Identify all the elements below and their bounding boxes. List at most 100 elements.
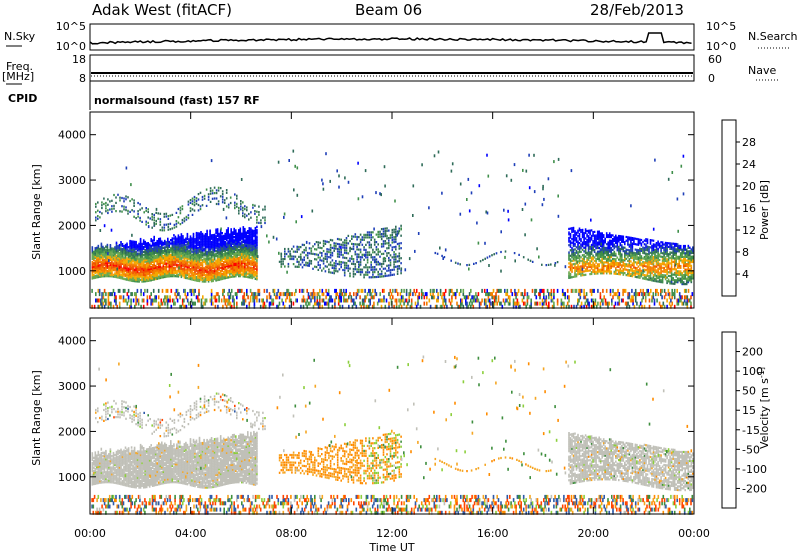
- heatmap-cell: [690, 255, 693, 258]
- heatmap-cell: [183, 276, 186, 279]
- heatmap-cell: [173, 260, 175, 263]
- heatmap-cell: [115, 261, 118, 264]
- heatmap-cell: [389, 234, 392, 237]
- heatmap-cell: [366, 273, 369, 276]
- heatmap-cell: [161, 256, 163, 260]
- heatmap-cell: [247, 230, 249, 233]
- heatmap-cell: [577, 235, 579, 238]
- heatmap-cell: [391, 256, 394, 259]
- heatmap-cell: [112, 250, 115, 254]
- heatmap-cell: [161, 240, 163, 243]
- heatmap-cell: [242, 265, 245, 268]
- heatmap-cell: [643, 243, 646, 246]
- heatmap-cell: [354, 268, 357, 271]
- heatmap-cell: [359, 261, 362, 264]
- heatmap-cell: [210, 240, 213, 244]
- heatmap-cell: [117, 274, 119, 277]
- heatmap-cell: [191, 258, 193, 261]
- heatmap-cell: [637, 276, 640, 279]
- heatmap-cell: [197, 261, 199, 264]
- heatmap-cell: [209, 265, 211, 268]
- heatmap-cell: [201, 237, 204, 241]
- heatmap-cell: [127, 262, 130, 265]
- heatmap-cell: [133, 279, 136, 283]
- heatmap-cell: [158, 244, 160, 247]
- heatmap-cell: [359, 233, 362, 236]
- heatmap-cell: [153, 245, 155, 248]
- heatmap-cell: [183, 263, 186, 266]
- heatmap-cell: [167, 242, 169, 245]
- heatmap-cell: [106, 270, 109, 273]
- heatmap-cell: [634, 261, 637, 264]
- heatmap-cell: [117, 248, 119, 251]
- heatmap-cell: [151, 254, 154, 257]
- heatmap-cell: [242, 206, 244, 209]
- heatmap-cell: [108, 273, 110, 276]
- heatmap-cell: [117, 271, 119, 274]
- heatmap-cell: [628, 272, 631, 275]
- heatmap-cell: [201, 263, 204, 267]
- heatmap-cell: [197, 242, 199, 245]
- heatmap-cell: [150, 244, 152, 248]
- heatmap-cell: [234, 204, 236, 207]
- heatmap-cell: [144, 252, 146, 255]
- heatmap-cell: [608, 232, 611, 235]
- heatmap-cell: [177, 275, 180, 278]
- heatmap-cell: [296, 260, 298, 263]
- heatmap-cell: [158, 255, 160, 259]
- heatmap-cell: [363, 238, 365, 241]
- heatmap-cell: [298, 260, 300, 263]
- heatmap-cell: [640, 271, 643, 274]
- heatmap-cell: [342, 268, 344, 272]
- heatmap-cell: [136, 262, 139, 265]
- heatmap-cell: [180, 256, 183, 259]
- heatmap-cell: [368, 236, 371, 239]
- heatmap-cell: [124, 256, 127, 260]
- heatmap-cell: [102, 263, 104, 267]
- heatmap-cell: [587, 262, 590, 265]
- heatmap-cell: [622, 259, 625, 262]
- heatmap-cell: [156, 269, 158, 272]
- heatmap-cell: [165, 212, 168, 215]
- heatmap-cell: [121, 210, 123, 213]
- heatmap-cell: [366, 258, 369, 261]
- heatmap-cell: [388, 247, 390, 250]
- heatmap-cell: [186, 241, 189, 244]
- heatmap-cell: [133, 210, 135, 213]
- heatmap-cell: [98, 288, 101, 293]
- heatmap-cell: [630, 236, 632, 239]
- heatmap-cell: [141, 249, 143, 252]
- heatmap-cell: [368, 271, 371, 274]
- heatmap-cell: [347, 242, 350, 245]
- heatmap-cell: [572, 275, 575, 278]
- heatmap-cell: [648, 258, 650, 261]
- heatmap-cell: [126, 273, 128, 276]
- heatmap-cell: [182, 243, 184, 246]
- heatmap-cell: [296, 248, 298, 251]
- heatmap-cell: [655, 280, 658, 283]
- heatmap-cell: [186, 252, 189, 255]
- heatmap-cell: [228, 233, 231, 236]
- heatmap-cell: [141, 255, 143, 259]
- heatmap-cell: [192, 232, 195, 236]
- heatmap-cell: [389, 271, 392, 274]
- heatmap-cell: [194, 252, 196, 256]
- heatmap-cell: [180, 247, 183, 251]
- heatmap-cell: [213, 253, 216, 256]
- heatmap-cell: [95, 205, 97, 208]
- heatmap-cell: [106, 248, 109, 252]
- heatmap-cell: [356, 258, 358, 261]
- heatmap-cell: [198, 245, 201, 248]
- heatmap-cell: [354, 233, 357, 236]
- heatmap-cell: [284, 247, 286, 251]
- heatmap-cell: [236, 197, 238, 200]
- heatmap-cell: [97, 251, 100, 254]
- heatmap-cell: [581, 270, 584, 273]
- heatmap-cell: [191, 245, 193, 248]
- heatmap-cell: [670, 273, 673, 276]
- heatmap-cell: [664, 269, 667, 272]
- heatmap-cell: [580, 256, 582, 259]
- heatmap-cell: [342, 253, 344, 257]
- heatmap-cell: [132, 276, 134, 279]
- heatmap-cell: [210, 260, 213, 263]
